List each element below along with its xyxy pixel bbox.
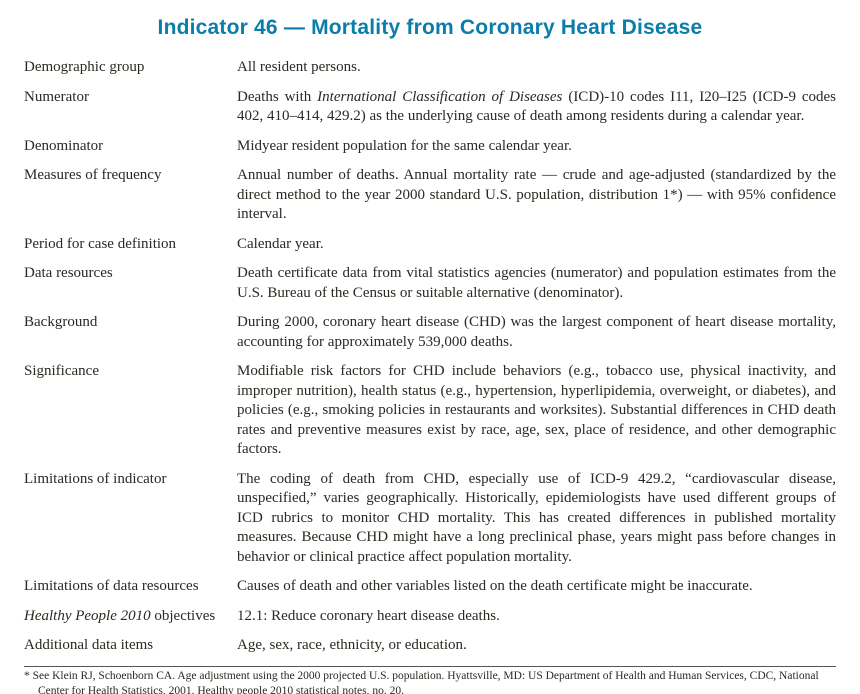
page-title: Indicator 46 — Mortality from Coronary H… bbox=[157, 16, 703, 39]
table-row: Significance Modifiable risk factors for… bbox=[24, 362, 836, 460]
table-row: Limitations of indicator The coding of d… bbox=[24, 470, 836, 568]
row-label: Denominator bbox=[24, 137, 104, 154]
row-label: Background bbox=[24, 314, 98, 330]
footnote: * See Klein RJ, Schoenborn CA. Age adjus… bbox=[24, 669, 819, 694]
table-row: Additional data items Age, sex, race, et… bbox=[24, 636, 836, 656]
table-row: Numerator Deaths with International Clas… bbox=[24, 88, 836, 127]
row-value-text: (ICD)-10 codes I11, I20–I25 (ICD-9 codes… bbox=[237, 88, 837, 125]
row-label: Additional data items bbox=[24, 637, 154, 653]
row-label: Period for case definition bbox=[24, 235, 177, 252]
row-value: Deaths with International Classification… bbox=[237, 88, 836, 127]
row-value-italic-text: International Classification of Diseases bbox=[317, 88, 563, 105]
row-label: Demographic group bbox=[24, 59, 145, 75]
row-value: The coding of death from CHD, especially… bbox=[237, 470, 836, 565]
row-value: All resident persons. bbox=[237, 59, 361, 75]
definition-list: Demographic group All resident persons. … bbox=[24, 58, 836, 656]
row-value: 12.1: Reduce coronary heart disease deat… bbox=[237, 607, 500, 624]
table-row: Healthy People 2010 objectives 12.1: Red… bbox=[24, 607, 836, 627]
table-row: Data resources Death certificate data fr… bbox=[24, 264, 836, 303]
row-label: Data resources bbox=[24, 265, 113, 281]
table-row: Limitations of data resources Causes of … bbox=[24, 577, 836, 597]
row-value: Calendar year. bbox=[237, 235, 324, 252]
row-value: Death certificate data from vital statis… bbox=[237, 265, 836, 301]
row-label: Measures of frequency bbox=[24, 167, 162, 183]
row-label: Limitations of indicator bbox=[24, 470, 167, 487]
row-label: Limitations of data resources bbox=[24, 578, 199, 594]
row-value-text: Deaths with bbox=[237, 88, 318, 105]
row-label-text: objectives bbox=[150, 607, 216, 624]
row-label: Significance bbox=[24, 363, 99, 379]
row-label: Healthy People 2010 objectives bbox=[24, 607, 237, 627]
table-row: Period for case definition Calendar year… bbox=[24, 235, 836, 255]
row-value: During 2000, coronary heart disease (CHD… bbox=[237, 314, 836, 350]
row-value: Annual number of deaths. Annual mortalit… bbox=[237, 167, 836, 222]
table-row: Measures of frequency Annual number of d… bbox=[24, 166, 836, 225]
footnote-divider bbox=[24, 665, 836, 667]
row-value: Age, sex, race, ethnicity, or education. bbox=[237, 637, 467, 653]
row-value: Modifiable risk factors for CHD include … bbox=[237, 363, 836, 457]
row-value: Midyear resident population for the same… bbox=[237, 137, 572, 154]
row-value: Causes of death and other variables list… bbox=[237, 578, 753, 594]
table-row: Demographic group All resident persons. bbox=[24, 58, 836, 78]
table-row: Denominator Midyear resident population … bbox=[24, 137, 836, 157]
row-label: Numerator bbox=[24, 88, 89, 105]
table-row: Background During 2000, coronary heart d… bbox=[24, 313, 836, 352]
row-label-italic-text: Healthy People 2010 bbox=[24, 607, 151, 624]
